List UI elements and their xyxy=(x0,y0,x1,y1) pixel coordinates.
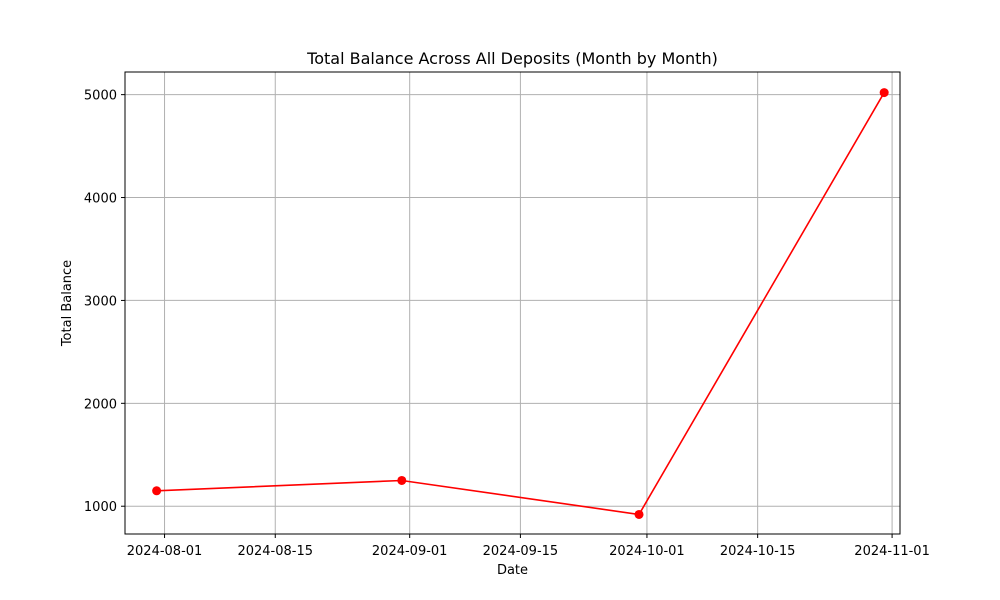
y-tick-label: 5000 xyxy=(84,89,117,104)
data-point xyxy=(635,510,644,519)
x-tick-label: 2024-08-15 xyxy=(237,544,313,559)
x-tick-label: 2024-09-01 xyxy=(372,544,448,559)
x-axis-label: Date xyxy=(497,563,528,578)
y-axis-label: Total Balance xyxy=(60,260,75,347)
y-tick-label: 2000 xyxy=(84,397,117,412)
y-tick-label: 1000 xyxy=(84,500,117,515)
y-tick-label: 3000 xyxy=(84,294,117,309)
x-tick-label: 2024-10-01 xyxy=(609,544,685,559)
x-tick-label: 2024-08-01 xyxy=(127,544,203,559)
grid xyxy=(125,72,900,534)
x-tick-label: 2024-10-15 xyxy=(720,544,796,559)
x-tick-label: 2024-09-15 xyxy=(483,544,559,559)
x-tick-label: 2024-11-01 xyxy=(854,544,930,559)
plot-frame xyxy=(125,72,900,534)
data-point xyxy=(152,486,161,495)
y-tick-label: 4000 xyxy=(84,192,117,207)
data-point xyxy=(880,88,889,97)
chart-title: Total Balance Across All Deposits (Month… xyxy=(306,49,718,68)
data-point xyxy=(397,476,406,485)
